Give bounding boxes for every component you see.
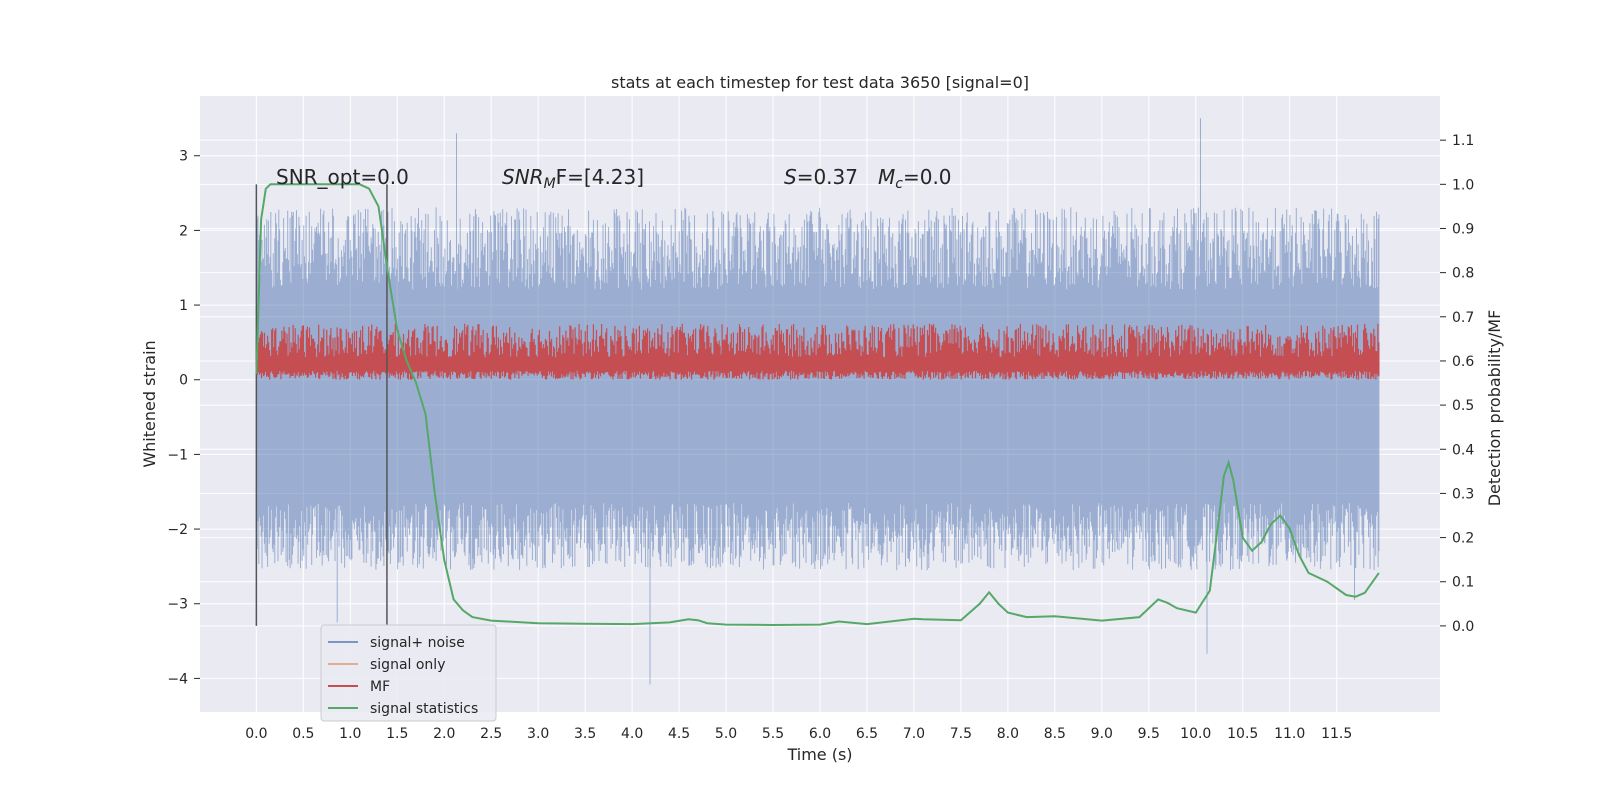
x-tick-label: 6.0	[809, 726, 831, 742]
mc-value: =0.0	[903, 165, 952, 189]
y2-tick-label: 0.7	[1452, 310, 1474, 326]
x-tick-label: 11.5	[1321, 726, 1352, 742]
y2-tick-label: 0.5	[1452, 398, 1474, 414]
x-tick-label: 0.5	[292, 726, 314, 742]
x-axis-label: Time (s)	[786, 745, 852, 764]
x-tick-label: 5.0	[715, 726, 737, 742]
y2-tick-label: 0.0	[1452, 619, 1474, 635]
y2-tick-label: 0.3	[1452, 486, 1474, 502]
legend-label-signal-only: signal only	[370, 657, 445, 673]
x-tick-label: 9.5	[1138, 726, 1160, 742]
legend-label-signal-noise: signal+ noise	[370, 635, 465, 651]
x-tick-label: 7.0	[903, 726, 925, 742]
x-tick-label: 3.5	[574, 726, 596, 742]
x-tick-label: 7.5	[950, 726, 972, 742]
x-tick-label: 11.0	[1274, 726, 1305, 742]
x-tick-label: 6.5	[856, 726, 878, 742]
x-tick-label: 0.0	[245, 726, 267, 742]
x-tick-label: 8.0	[997, 726, 1019, 742]
x-tick-label: 1.0	[339, 726, 361, 742]
y2-tick-label: 1.0	[1452, 177, 1474, 193]
y2-tick-label: 1.1	[1452, 133, 1474, 149]
x-axis-ticks: 0.0 0.5 1.0 1.5 2.0 2.5 3.0 3.5 4.0 4.5 5.0 5.5 6.0 6…	[245, 726, 1352, 742]
chart-title: stats at each timestep for test data 365…	[611, 73, 1029, 92]
y2-tick-label: 0.9	[1452, 221, 1474, 237]
vertical-markers	[255, 184, 388, 626]
y-tick-label: −2	[167, 522, 188, 538]
x-tick-label: 1.5	[386, 726, 408, 742]
y-axis-ticks: −4 −3 −2 −1 0 1 2 3	[167, 149, 200, 687]
x-tick-label: 10.0	[1180, 726, 1211, 742]
annotation-snr-opt: SNR_opt=0.0	[276, 165, 409, 189]
legend-label-statistics: signal statistics	[370, 701, 478, 717]
mc-subscript: c	[895, 176, 903, 192]
y-tick-label: −4	[167, 671, 188, 687]
snr-mf-value: F=[4.23]	[556, 165, 644, 189]
x-tick-label: 10.5	[1227, 726, 1258, 742]
legend: signal+ noise signal only MF signal statist…	[320, 624, 497, 722]
x-tick-label: 4.0	[621, 726, 643, 742]
x-tick-label: 5.5	[762, 726, 784, 742]
x-tick-label: 8.5	[1044, 726, 1066, 742]
legend-label-mf: MF	[370, 679, 390, 695]
y2-tick-label: 0.8	[1452, 266, 1474, 282]
x-tick-label: 4.5	[668, 726, 690, 742]
y2-tick-label: 0.4	[1452, 442, 1474, 458]
x-tick-label: 9.0	[1091, 726, 1113, 742]
x-tick-label: 3.0	[527, 726, 549, 742]
legend-box	[320, 624, 497, 722]
signal-statistics-line	[255, 183, 1380, 627]
y-tick-label: 1	[179, 298, 188, 314]
y2-tick-label: 0.2	[1452, 531, 1474, 547]
y2-axis-ticks: 0.0 0.1 0.2 0.3 0.4 0.5 0.6 0.7 0.8 0.9 1.0 1.1	[1440, 133, 1474, 635]
snr-mf-symbol: SNR	[502, 165, 544, 189]
y-tick-label: 2	[179, 223, 188, 239]
x-tick-label: 2.0	[433, 726, 455, 742]
s-value: =0.37	[797, 165, 858, 189]
annotation-mc: Mc=0.0	[878, 165, 952, 192]
mc-symbol: M	[878, 165, 895, 189]
y-tick-label: −3	[167, 597, 188, 613]
y-tick-label: 3	[179, 149, 188, 165]
annotation-s: S=0.37	[784, 165, 858, 189]
y2-tick-label: 0.1	[1452, 575, 1474, 591]
s-symbol: S	[784, 165, 797, 189]
y-tick-label: 0	[179, 373, 188, 389]
y-tick-label: −1	[167, 447, 188, 463]
x-tick-label: 2.5	[480, 726, 502, 742]
snr-mf-subscript: M	[544, 176, 556, 192]
y2-axis-label: Detection probability/MF	[1485, 310, 1504, 507]
y-axis-label: Whitened strain	[140, 340, 159, 467]
y2-tick-label: 0.6	[1452, 354, 1474, 370]
annotation-snr-mf: SNRMF=[4.23]	[502, 165, 644, 192]
